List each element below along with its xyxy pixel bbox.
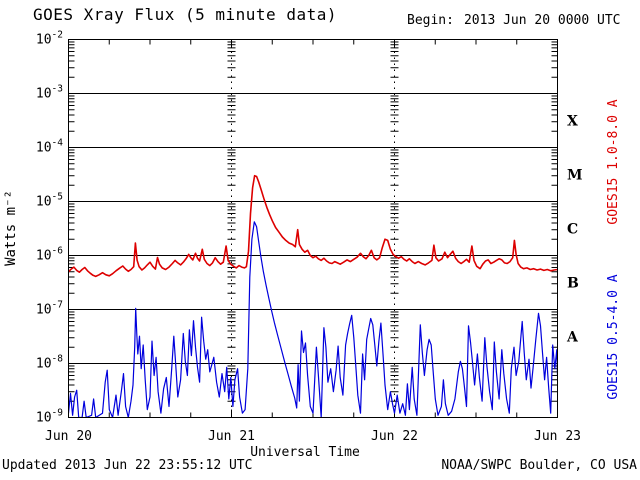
svg-text:Jun 20: Jun 20	[45, 429, 92, 444]
svg-text:10-8: 10-8	[36, 354, 63, 372]
svg-text:Jun 21: Jun 21	[208, 429, 255, 444]
svg-text:M: M	[567, 168, 583, 184]
svg-text:10-5: 10-5	[36, 192, 63, 210]
updated-timestamp: Updated 2013 Jun 22 23:55:12 UTC	[2, 458, 253, 473]
svg-text:10-7: 10-7	[36, 300, 63, 318]
begin-timestamp: Begin: 2013 Jun 20 0000 UTC	[407, 13, 621, 28]
source-attribution: NOAA/SWPC Boulder, CO USA	[441, 458, 637, 473]
svg-text:X: X	[567, 114, 578, 130]
svg-text:GOES15 0.5-4.0 A: GOES15 0.5-4.0 A	[606, 274, 621, 399]
svg-text:10-3: 10-3	[36, 84, 63, 102]
svg-text:Jun 23: Jun 23	[534, 429, 581, 444]
svg-text:C: C	[567, 222, 578, 238]
svg-text:B: B	[567, 276, 579, 292]
svg-text:Universal Time: Universal Time	[250, 445, 360, 460]
svg-text:GOES15 1.0-8.0 A: GOES15 1.0-8.0 A	[606, 99, 621, 224]
begin-value: 2013 Jun 20 0000 UTC	[463, 13, 621, 28]
begin-label: Begin:	[407, 13, 454, 28]
svg-text:10-6: 10-6	[36, 246, 63, 264]
svg-text:10-2: 10-2	[36, 30, 63, 48]
svg-text:10-9: 10-9	[36, 408, 63, 426]
svg-text:Watts m⁻²: Watts m⁻²	[3, 190, 19, 266]
svg-text:10-4: 10-4	[36, 138, 63, 156]
svg-text:Jun 22: Jun 22	[371, 429, 418, 444]
svg-text:A: A	[566, 330, 579, 346]
chart-title: GOES Xray Flux (5 minute data)	[33, 5, 337, 24]
